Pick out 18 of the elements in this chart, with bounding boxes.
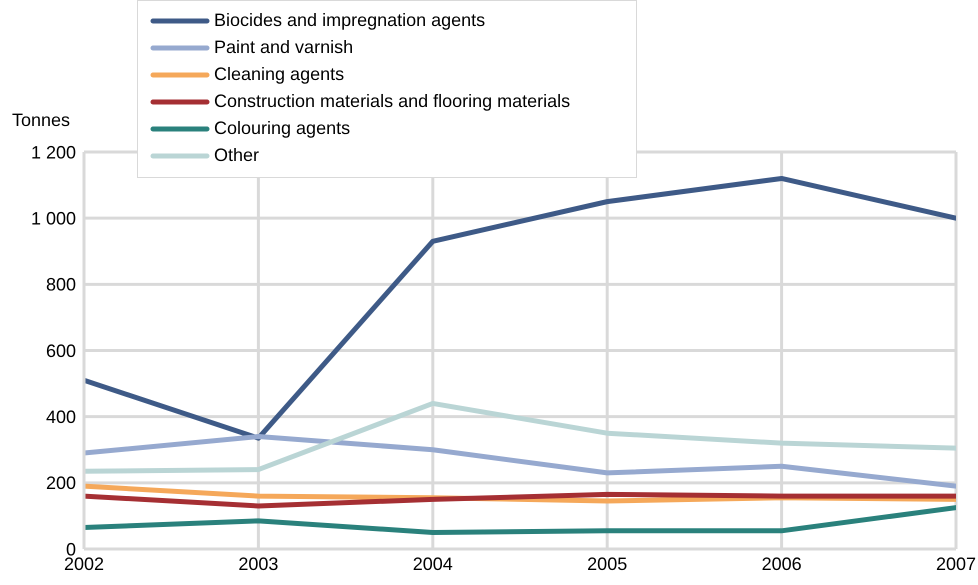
legend-label: Biocides and impregnation agents xyxy=(214,9,486,32)
y-axis-title: Tonnes xyxy=(12,110,70,131)
y-tick-label: 800 xyxy=(46,274,76,295)
y-tick-label: 1 000 xyxy=(30,208,76,229)
legend-label: Colouring agents xyxy=(214,117,350,140)
y-tick-label: 600 xyxy=(46,340,76,361)
y-tick-label: 1 200 xyxy=(30,142,76,162)
y-tick-label: 400 xyxy=(46,407,76,428)
legend-label: Paint and varnish xyxy=(214,36,354,59)
legend-label: Other xyxy=(214,144,260,167)
legend-label: Construction materials and flooring materials xyxy=(214,90,570,113)
x-tick-label: 2003 xyxy=(238,554,278,574)
y-tick-label: 200 xyxy=(46,473,76,494)
x-tick-label: 2007 xyxy=(936,554,976,574)
x-tick-label: 2005 xyxy=(587,554,628,574)
x-tick-label: 2006 xyxy=(762,554,802,574)
legend-label: Cleaning agents xyxy=(214,63,344,86)
x-tick-label: 2004 xyxy=(412,554,453,574)
